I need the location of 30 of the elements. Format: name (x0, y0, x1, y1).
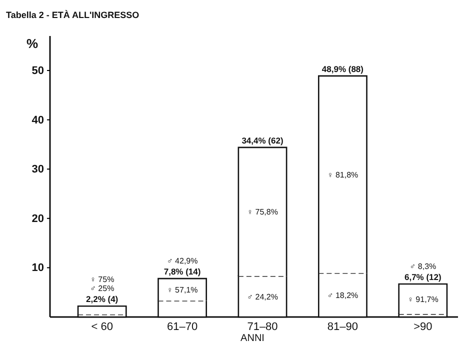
x-tick-label: >90 (414, 320, 432, 333)
annotation: ♀ 57,1% (166, 286, 198, 295)
bar (77, 306, 127, 316)
x-tick-label: 61–70 (166, 320, 198, 333)
bar (398, 283, 448, 315)
y-tick-label: 50 (32, 65, 44, 78)
annotation: ♂ 42,9% (166, 256, 198, 266)
annotation: ♀ 75,8% (247, 208, 278, 217)
x-axis-title: ANNI (240, 333, 264, 344)
y-tick-label: 10 (32, 262, 44, 274)
total-label: 2,2% (4) (86, 294, 118, 304)
annotation: ♀ 91,7% (407, 295, 438, 304)
x-tick-label: < 60 (91, 320, 113, 333)
x-tick-label: 81–90 (327, 320, 358, 333)
total-label: 48,9% (88) (322, 64, 364, 74)
annotation: ♀ 75% (90, 275, 114, 284)
annotation: ♀ 81,8% (327, 170, 358, 180)
total-label: 7,8% (14) (164, 266, 201, 277)
annotation: ♂ 8,3% (410, 262, 436, 271)
chart-title: Tabella 2 - ETÀ ALL'INGRESSO (6, 10, 140, 20)
total-label: 34,4% (62) (242, 135, 284, 146)
annotation: ♂ 18,2% (327, 291, 358, 300)
y-tick-label: 30 (32, 164, 44, 176)
y-tick-label: 40 (32, 114, 44, 126)
y-axis-title: % (26, 36, 38, 51)
y-tick-label: 20 (32, 212, 44, 225)
total-label: 6,7% (12) (404, 272, 442, 282)
annotation: ♂ 24,2% (247, 292, 278, 302)
x-tick-label: 71–80 (247, 320, 278, 333)
annotation: ♂ 25% (90, 284, 114, 294)
